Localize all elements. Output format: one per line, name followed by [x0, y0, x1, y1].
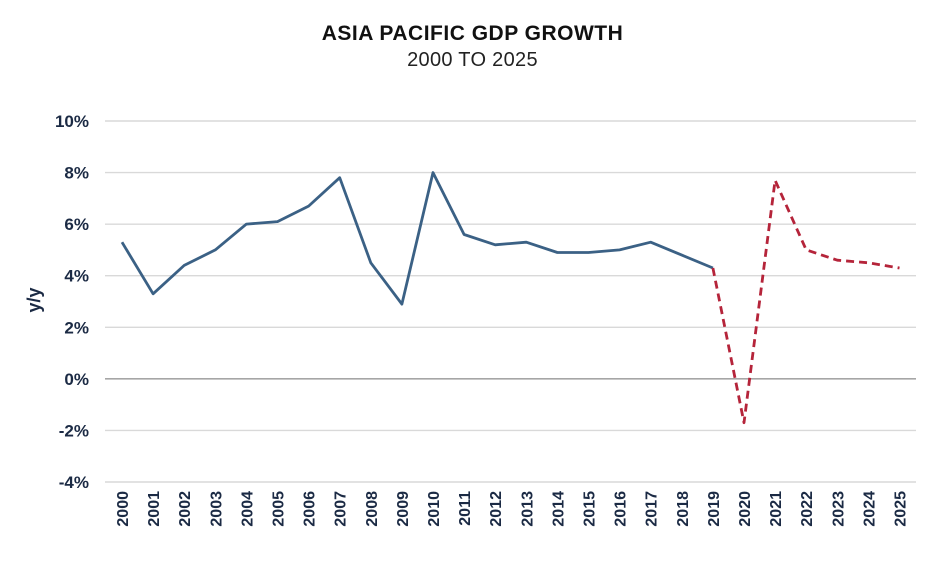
historical-point [245, 223, 248, 226]
x-tick-label: 2016 [613, 491, 630, 527]
y-tick-label: -2% [59, 421, 89, 440]
chart-title: ASIA PACIFIC GDP GROWTH [321, 22, 624, 45]
x-tick-label: 2009 [395, 491, 412, 527]
historical-point [587, 251, 590, 254]
forecast-series-line [711, 178, 900, 425]
x-tick-label: 2004 [239, 491, 256, 527]
x-tick-label: 2014 [550, 491, 567, 527]
forecast-point [743, 421, 746, 424]
forecast-point [836, 259, 839, 262]
forecast-point [898, 267, 901, 270]
x-tick-label: 2003 [208, 491, 225, 527]
x-tick-label: 2024 [861, 491, 878, 527]
x-tick-label: 2002 [177, 491, 194, 527]
x-tick-label: 2010 [426, 491, 443, 527]
y-tick-label: 6% [64, 215, 89, 234]
x-tick-label: 2007 [333, 491, 350, 527]
historical-point [556, 251, 559, 254]
x-tick-label: 2025 [893, 491, 910, 527]
historical-point [680, 254, 683, 257]
historical-point [649, 241, 652, 244]
x-tick-label: 2019 [706, 491, 723, 527]
historical-point [307, 205, 310, 208]
y-tick-label: 4% [64, 267, 89, 286]
y-tick-label: -4% [59, 473, 89, 492]
x-tick-label: 2020 [737, 491, 754, 527]
historical-point [276, 220, 279, 223]
x-tick-label: 2017 [644, 491, 661, 527]
historical-point [214, 249, 217, 252]
x-tick-label: 2023 [830, 491, 847, 527]
x-tick-label: 2005 [271, 491, 288, 527]
x-tick-label: 2015 [582, 491, 599, 527]
x-tick-label: 2008 [364, 491, 381, 527]
x-tick-label: 2021 [768, 491, 785, 527]
x-tick-label: 2022 [799, 491, 816, 527]
historical-point [525, 241, 528, 244]
y-tick-label: 10% [55, 112, 89, 131]
x-tick-label: 2006 [302, 491, 319, 527]
x-tick-label: 2012 [488, 491, 505, 527]
historical-point [152, 292, 155, 295]
x-tick-label: 2013 [519, 491, 536, 527]
x-tick-label: 2001 [146, 491, 163, 527]
historical-point [183, 264, 186, 267]
forecast-point [867, 261, 870, 264]
historical-point [401, 303, 404, 306]
historical-point [121, 241, 124, 244]
forecast-point [712, 267, 715, 270]
historical-point [432, 171, 435, 174]
y-tick-label: 2% [64, 318, 89, 337]
y-tick-label: 0% [64, 370, 89, 389]
chart-subtitle: 2000 TO 2025 [407, 49, 538, 71]
historical-point [618, 249, 621, 252]
x-tick-label: 2011 [457, 491, 474, 526]
historical-point [463, 233, 466, 236]
historical-series-line [120, 171, 714, 306]
x-tick-label: 2000 [115, 491, 132, 527]
y-tick-label: 8% [64, 164, 89, 183]
historical-point [369, 261, 372, 264]
historical-point [494, 243, 497, 246]
x-tick-label: 2018 [675, 491, 692, 527]
forecast-point [805, 249, 808, 252]
y-axis-label: y/y [24, 287, 44, 312]
forecast-point [774, 179, 777, 182]
historical-point [338, 176, 341, 179]
